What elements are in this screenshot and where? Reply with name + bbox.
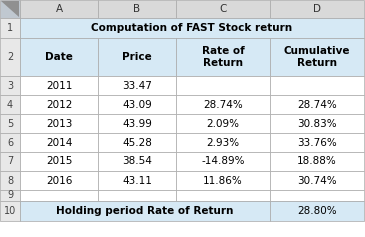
Bar (270, 133, 364, 152)
Bar (176, 152, 270, 171)
Bar (270, 38, 364, 76)
Bar (176, 95, 270, 114)
Bar (98, 171, 176, 190)
Bar (20, 95, 98, 114)
Text: 7: 7 (7, 156, 13, 167)
Text: 1: 1 (7, 23, 13, 33)
Bar (20, 18, 364, 38)
Bar (270, 190, 364, 201)
Bar (176, 171, 270, 190)
Bar (270, 201, 364, 221)
Bar (20, 190, 98, 201)
Text: 2.09%: 2.09% (207, 118, 239, 128)
Text: Computation of FAST Stock return: Computation of FAST Stock return (92, 23, 293, 33)
Bar (270, 114, 364, 133)
Bar (0, 114, 20, 133)
Bar (0, 152, 20, 171)
Bar (0, 190, 20, 201)
Text: 9: 9 (7, 191, 13, 201)
Text: B: B (134, 4, 141, 14)
Bar (98, 152, 176, 171)
Text: 30.83%: 30.83% (297, 118, 337, 128)
Bar (0, 133, 20, 152)
Bar (98, 95, 176, 114)
Bar (20, 133, 98, 152)
Bar (98, 0, 176, 18)
Bar (20, 152, 98, 171)
Text: A: A (55, 4, 62, 14)
Text: 8: 8 (7, 176, 13, 186)
Bar (0, 171, 20, 190)
Bar (0, 18, 20, 38)
Text: 2.93%: 2.93% (207, 137, 239, 147)
Bar (20, 201, 270, 221)
Text: 33.76%: 33.76% (297, 137, 337, 147)
Text: Date: Date (45, 52, 73, 62)
Bar (98, 38, 176, 76)
Text: Price: Price (122, 52, 152, 62)
Bar (20, 0, 98, 18)
Text: Cumulative
Return: Cumulative Return (284, 46, 350, 68)
Bar (0, 0, 20, 18)
Text: 18.88%: 18.88% (297, 156, 337, 167)
Text: 43.11: 43.11 (122, 176, 152, 186)
Text: 2012: 2012 (46, 100, 72, 109)
Bar (176, 38, 270, 76)
Bar (20, 76, 98, 95)
Polygon shape (1, 1, 19, 17)
Bar (98, 133, 176, 152)
Bar (176, 0, 270, 18)
Bar (98, 114, 176, 133)
Text: 43.09: 43.09 (122, 100, 152, 109)
Text: 3: 3 (7, 81, 13, 91)
Text: 6: 6 (7, 137, 13, 147)
Bar (20, 171, 98, 190)
Text: 33.47: 33.47 (122, 81, 152, 91)
Bar (270, 152, 364, 171)
Bar (176, 190, 270, 201)
Bar (20, 38, 98, 76)
Bar (0, 38, 20, 76)
Bar (0, 95, 20, 114)
Text: 11.86%: 11.86% (203, 176, 243, 186)
Bar (176, 133, 270, 152)
Text: 28.74%: 28.74% (297, 100, 337, 109)
Text: 2013: 2013 (46, 118, 72, 128)
Text: 28.74%: 28.74% (203, 100, 243, 109)
Bar (270, 76, 364, 95)
Text: C: C (219, 4, 227, 14)
Text: 2016: 2016 (46, 176, 72, 186)
Bar (98, 76, 176, 95)
Bar (20, 114, 98, 133)
Text: 4: 4 (7, 100, 13, 109)
Bar (98, 190, 176, 201)
Bar (0, 201, 20, 221)
Text: 45.28: 45.28 (122, 137, 152, 147)
Text: Holding period Rate of Return: Holding period Rate of Return (56, 206, 234, 216)
Text: 2014: 2014 (46, 137, 72, 147)
Text: 2: 2 (7, 52, 13, 62)
Text: -14.89%: -14.89% (201, 156, 245, 167)
Text: 38.54: 38.54 (122, 156, 152, 167)
Bar (270, 171, 364, 190)
Text: 5: 5 (7, 118, 13, 128)
Text: Rate of
Return: Rate of Return (201, 46, 245, 68)
Bar (176, 114, 270, 133)
Bar (0, 76, 20, 95)
Bar (270, 95, 364, 114)
Bar (176, 76, 270, 95)
Text: 30.74%: 30.74% (297, 176, 337, 186)
Text: 28.80%: 28.80% (297, 206, 337, 216)
Text: 2011: 2011 (46, 81, 72, 91)
Text: 10: 10 (4, 206, 16, 216)
Text: 43.99: 43.99 (122, 118, 152, 128)
Text: D: D (313, 4, 321, 14)
Text: 2015: 2015 (46, 156, 72, 167)
Bar (270, 0, 364, 18)
